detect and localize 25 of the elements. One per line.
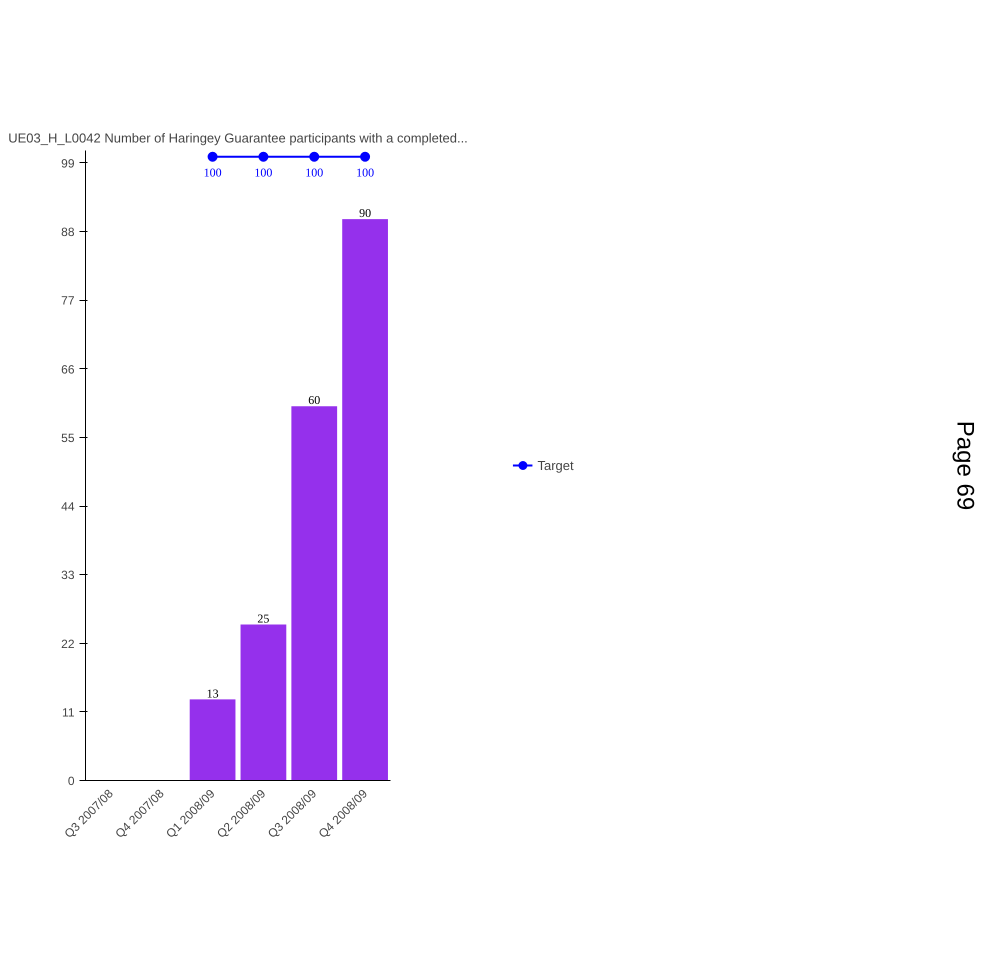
y-tick-label: 22	[61, 636, 75, 651]
text: Page 69	[952, 420, 978, 510]
data-label: 13	[206, 686, 219, 700]
y-tick-label: 77	[61, 294, 75, 308]
bar	[240, 624, 286, 780]
data-label: 100	[305, 166, 324, 180]
y-tick-label: 99	[61, 156, 75, 170]
data-label: 90	[359, 206, 372, 220]
data-label: 25	[257, 612, 270, 626]
chart-title: UE03_H_L0042 Number of Haringey Guarantee participants with a completed...	[8, 130, 468, 146]
data-label: 100	[204, 166, 222, 180]
y-tick-label: 33	[61, 568, 75, 582]
y-tick-label: 55	[61, 430, 75, 445]
bar	[190, 699, 236, 780]
data-label: 100	[254, 166, 272, 180]
y-tick-label: 44	[61, 500, 75, 514]
bar	[291, 406, 338, 780]
data-label: 60	[308, 393, 320, 408]
bar	[342, 219, 388, 780]
y-tick-label: 11	[62, 705, 75, 720]
legend-label: Target	[537, 458, 574, 472]
y-tick-label: 66	[61, 362, 75, 376]
data-label: 100	[356, 166, 374, 180]
y-tick-label: 88	[61, 225, 75, 240]
y-tick-label: 0	[68, 774, 75, 788]
